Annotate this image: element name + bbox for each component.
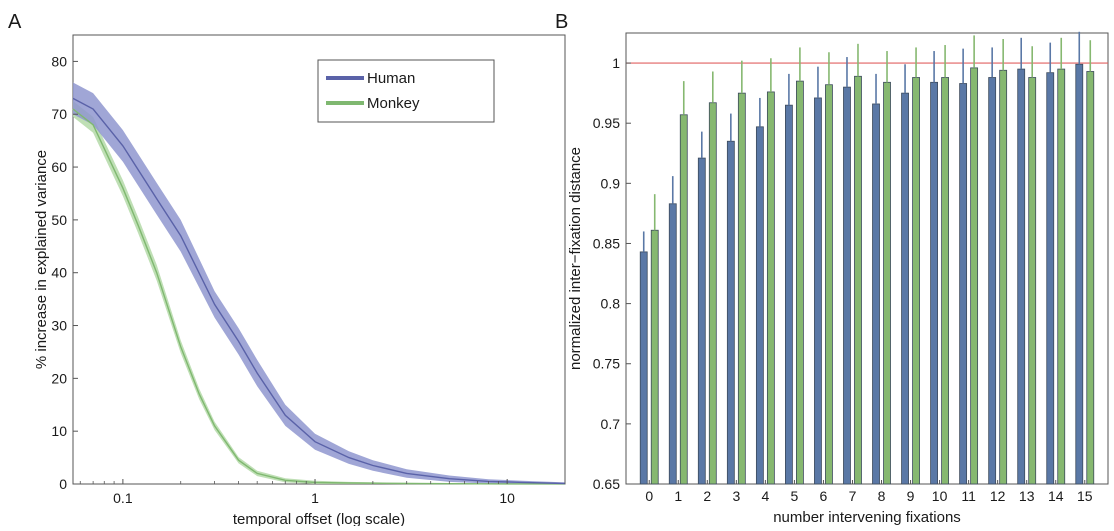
bar-monkey [825,84,833,485]
y-tick-label: 0.95 [593,115,620,131]
y-tick-label: 0.9 [601,175,621,191]
y-tick-label: 10 [51,423,67,439]
y-tick-label: 1 [612,55,620,71]
bar-monkey [854,75,862,485]
x-tick-label: 0 [645,488,653,504]
bar-monkey [1028,77,1037,485]
bar-monkey [650,229,659,485]
y-tick-label: 0 [59,476,67,492]
panel-b-y-ticks: 0.65 0.7 0.75 0.8 0.85 0.9 0.95 1 [593,55,631,492]
series-line-human [72,97,566,485]
y-tick-label: 0.7 [601,416,621,432]
bar-human [1017,68,1026,485]
series-line-monkey [72,108,565,485]
x-tick-label: 13 [1019,488,1035,504]
y-tick-label: 0.75 [593,356,620,372]
bar-monkey [1057,68,1066,485]
bar-monkey [708,102,717,485]
bar-monkey [679,114,688,485]
y-tick-label: 60 [51,159,67,175]
panel-b-bars [639,31,1095,485]
x-tick-label: 2 [703,488,711,504]
x-tick-label: 4 [761,488,769,504]
panel-b-x-axis-label: number intervening fixations [773,509,961,526]
bar-human [755,126,764,485]
bar-human [814,97,822,485]
bar-human [1075,63,1084,485]
panel-b-y-axis-label: normalized inter−fixation distance [567,147,584,370]
bar-monkey [796,80,804,485]
legend-label-human: Human [367,70,415,87]
panel-b-letter: B [555,11,568,33]
bar-monkey [1086,71,1095,485]
bar-monkey [912,77,920,485]
bar-monkey [999,69,1008,485]
panel-a-legend: Human Monkey [317,59,495,123]
bar-human [697,157,706,485]
y-tick-label: 0.8 [601,296,621,312]
y-tick-label: 40 [51,265,67,281]
bar-monkey [970,67,979,485]
bar-human [726,140,735,485]
bar-human [959,83,968,485]
bar-human [785,104,793,485]
x-tick-label: 1 [311,490,319,506]
panel-b-x-ticks: 0 1 2 3 4 5 6 7 8 9 10 11 12 13 14 15 [645,480,1093,504]
y-tick-label: 20 [51,370,67,386]
x-tick-label: 10 [932,488,948,504]
y-tick-label: 30 [51,318,67,334]
bar-monkey [941,77,949,485]
x-tick-label: 10 [499,490,515,506]
panel-a-x-ticks: 0.1 1 10 [79,479,566,506]
bar-monkey [883,81,891,485]
y-tick-label: 0.85 [593,235,620,251]
panel-a-y-axis-label: % increase in explained variance [33,150,50,369]
panel-b-chart: 0.650.70.750.80.850.90.951 0 1 2 3 4 5 6 7 8 9 10 1… [567,31,1109,526]
panel-a-bands [73,82,565,484]
x-tick-label: 11 [961,488,976,504]
bar-human [639,251,648,485]
band-human [73,82,565,484]
bar-human [1046,72,1055,485]
x-tick-label: 14 [1048,488,1064,504]
legend-box [317,59,495,123]
legend-label-monkey: Monkey [367,95,420,112]
y-tick-label: 0.65 [593,476,620,492]
x-tick-label: 12 [990,488,1006,504]
x-tick-label: 3 [732,488,740,504]
panel-b-axes-frame [625,32,1109,485]
x-tick-label: 7 [849,488,857,504]
bar-human [988,77,997,485]
panel-a-letter: A [8,11,22,33]
panel-a-lines [72,97,566,485]
bar-monkey [737,92,746,485]
bar-human [872,103,880,485]
bar-human [901,92,909,485]
y-tick-label: 80 [51,53,67,69]
panel-a-chart: 0 10 20 30 40 50 60 70 80 0.1 1 10 temporal offset… [33,34,566,528]
bar-human [930,81,938,485]
band-monkey [73,101,565,484]
bar-monkey [766,91,775,485]
x-tick-label: 9 [907,488,915,504]
x-tick-label: 15 [1077,488,1093,504]
y-tick-label: 70 [51,106,67,122]
panel-a-x-axis-label: temporal offset (log scale) [233,511,405,526]
bar-human [668,203,677,485]
x-tick-label: 0.1 [113,490,133,506]
bar-human [843,86,851,485]
x-tick-label: 6 [820,488,828,504]
x-tick-label: 5 [791,488,799,504]
panel-a-y-ticks: 0 10 20 30 40 50 60 70 80 [51,53,78,492]
y-tick-label: 50 [51,212,67,228]
x-tick-label: 1 [674,488,682,504]
x-tick-label: 8 [878,488,886,504]
